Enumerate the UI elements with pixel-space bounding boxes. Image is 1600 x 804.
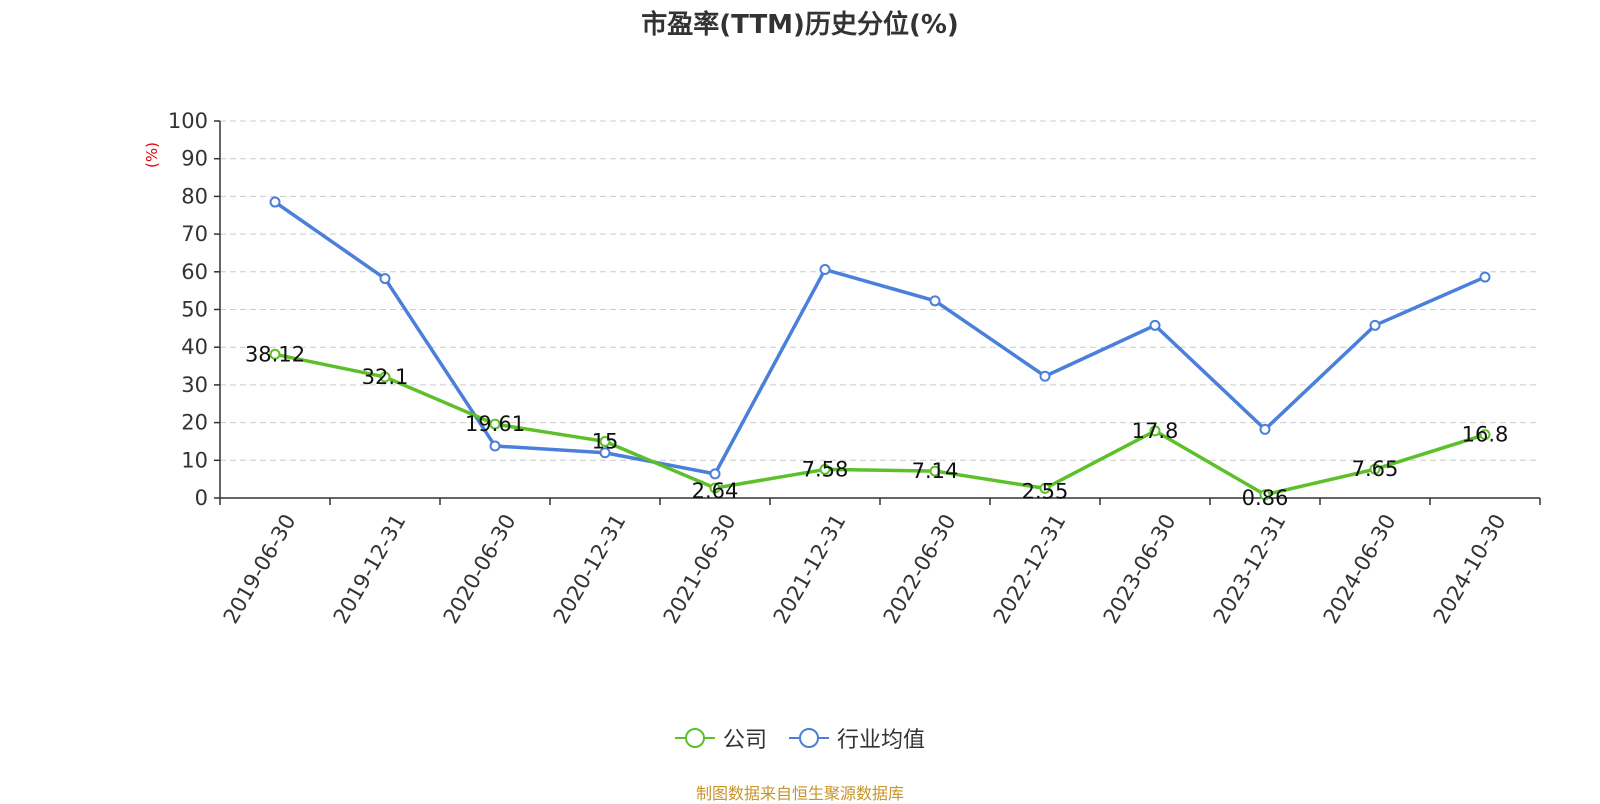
legend-label-industry: 行业均值 <box>837 728 926 753</box>
data-point-1 <box>1259 423 1271 435</box>
data-point-0 <box>709 482 721 494</box>
gridlines <box>220 120 1540 461</box>
data-label: 0.86 <box>1242 486 1289 510</box>
data-point-1 <box>1479 271 1491 283</box>
legend-marker-industry <box>789 728 829 748</box>
legend-item-company[interactable]: 公司 <box>674 722 767 754</box>
y-tick-label: 80 <box>181 184 208 208</box>
data-point-1 <box>379 273 391 285</box>
y-tick-label: 70 <box>181 222 208 246</box>
legend-marker-company <box>674 728 715 748</box>
y-tick-label: 50 <box>181 298 208 322</box>
x-tick-label: 2022-06-30 <box>879 510 961 628</box>
data-label: 2.64 <box>692 479 739 503</box>
data-point-1 <box>929 295 941 307</box>
series-lines <box>269 196 1491 501</box>
data-point-1 <box>489 440 501 452</box>
x-tick-label: 2020-12-31 <box>549 510 631 628</box>
data-label: 17.8 <box>1132 419 1179 443</box>
x-tick-label: 2023-12-31 <box>1209 510 1291 628</box>
data-point-0 <box>1259 489 1271 501</box>
data-point-0 <box>1479 429 1491 441</box>
x-tick-label: 2024-06-30 <box>1319 510 1401 628</box>
data-label: 16.8 <box>1462 423 1509 447</box>
series-line-1 <box>274 200 1486 476</box>
y-tick-label: 100 <box>168 109 208 133</box>
data-point-0 <box>379 371 391 383</box>
data-point-1 <box>269 196 281 208</box>
x-tick-label: 2023-06-30 <box>1099 510 1181 628</box>
x-tick-label: 2021-06-30 <box>659 510 741 628</box>
legend-item-industry[interactable]: 行业均值 <box>789 722 925 754</box>
y-tick-label: 30 <box>181 373 208 397</box>
data-label: 7.14 <box>912 459 959 483</box>
data-label: 2.55 <box>1022 479 1069 503</box>
data-point-1 <box>819 264 831 276</box>
data-point-0 <box>1039 482 1051 494</box>
data-point-0 <box>269 348 281 360</box>
series-line-0 <box>274 352 1486 497</box>
x-tick-label: 2021-12-31 <box>769 510 851 628</box>
data-point-1 <box>1039 370 1051 382</box>
data-point-1 <box>709 468 721 480</box>
y-axis-label: (%) <box>143 142 161 168</box>
chart-title: 市盈率(TTM)历史分位(%) <box>641 10 959 40</box>
data-point-0 <box>1149 425 1161 437</box>
y-tick-label: 20 <box>181 411 208 435</box>
source-footer: 制图数据来自恒生聚源数据库 <box>695 784 904 803</box>
x-tick-label: 2019-06-30 <box>219 510 301 628</box>
legend: 公司 行业均值 <box>0 722 1600 754</box>
y-tick-label: 0 <box>195 486 208 510</box>
data-point-0 <box>929 465 941 477</box>
x-tick-label: 2022-12-31 <box>989 510 1071 628</box>
legend-label-company: 公司 <box>722 728 767 753</box>
data-labels: 38.12 32.1 19.61 15 2.64 7.58 7.14 2.55 17.8 0.86… <box>245 342 1508 509</box>
data-label: 7.65 <box>1352 457 1399 481</box>
data-label: 32.1 <box>362 365 409 389</box>
data-point-0 <box>489 418 501 430</box>
data-point-1 <box>599 447 611 459</box>
data-point-0 <box>599 435 611 447</box>
y-tick-label: 60 <box>181 260 208 284</box>
x-tick-label: 2019-12-31 <box>329 510 411 628</box>
y-tick-label: 90 <box>181 147 208 171</box>
data-label: 38.12 <box>245 342 305 366</box>
y-tick-label: 10 <box>181 448 208 472</box>
data-point-0 <box>819 463 831 475</box>
x-tick-label: 2024-10-30 <box>1429 510 1511 628</box>
x-tick-label: 2020-06-30 <box>439 510 521 628</box>
data-point-1 <box>1149 319 1161 331</box>
data-label: 15 <box>592 429 619 453</box>
data-point-0 <box>1369 463 1381 475</box>
data-label: 7.58 <box>802 457 849 481</box>
data-label: 19.61 <box>465 412 525 436</box>
y-tick-label: 40 <box>181 335 208 359</box>
data-point-1 <box>1369 319 1381 331</box>
